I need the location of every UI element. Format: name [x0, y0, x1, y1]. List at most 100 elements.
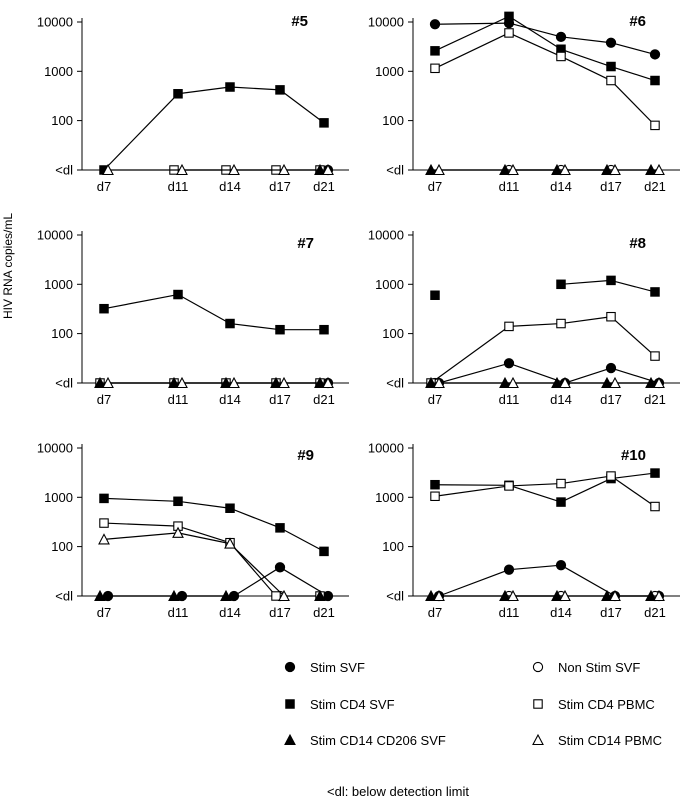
x-tick-label: d7 — [428, 392, 442, 407]
data-point — [176, 163, 188, 176]
x-tick-label: d17 — [269, 605, 291, 620]
y-tick-label: 100 — [382, 326, 404, 341]
series-line-segment — [610, 65, 656, 82]
data-point — [503, 358, 515, 369]
legend-label: Stim CD14 CD206 SVF — [310, 733, 446, 748]
data-point — [559, 163, 571, 176]
y-tick-label: 10000 — [368, 441, 404, 456]
series-line-segment — [434, 15, 510, 52]
data-point — [98, 533, 110, 545]
y-tick-label: <dl — [386, 163, 404, 178]
legend-label: Non Stim SVF — [558, 660, 640, 675]
series-line-segment — [103, 293, 179, 310]
x-tick-label: d17 — [600, 605, 622, 620]
x-tick-label: d7 — [97, 605, 111, 620]
series-line-segment — [564, 367, 612, 384]
series-line-segment — [430, 325, 510, 384]
panel-title: #7 — [297, 235, 314, 252]
panel-title: #5 — [291, 13, 308, 30]
legend-label: Stim CD4 SVF — [310, 697, 395, 712]
x-tick-label: d11 — [168, 605, 189, 620]
data-point — [559, 376, 571, 389]
legend-marker-triangle — [532, 733, 544, 746]
data-point — [430, 491, 440, 502]
data-point — [225, 503, 235, 513]
data-point — [650, 287, 660, 297]
data-point — [556, 279, 566, 290]
legend-item-stim-svf: Stim SVF — [284, 660, 365, 675]
data-point — [224, 537, 236, 549]
legend: Stim SVF Non Stim SVF Stim CD4 SVF Stim CD4… — [284, 660, 662, 748]
series-line-segment — [560, 316, 612, 325]
data-point — [606, 275, 616, 286]
data-point — [430, 290, 440, 300]
legend-marker-square — [285, 699, 295, 709]
data-point — [430, 479, 440, 490]
series-line-segment — [438, 362, 510, 384]
data-point — [99, 518, 109, 528]
y-tick-label: <dl — [55, 163, 73, 178]
series-line-segment — [610, 80, 656, 126]
series-line-segment — [177, 525, 231, 544]
series-line-segment — [438, 569, 510, 597]
panel-title: #8 — [629, 235, 646, 252]
series-line-segment — [560, 36, 612, 44]
y-tick-label: <dl — [386, 589, 404, 604]
series-line-segment — [508, 22, 562, 38]
y-tick-label: 100 — [382, 113, 404, 128]
data-point — [650, 75, 660, 86]
y-tick-label: 100 — [51, 113, 73, 128]
series-line-segment — [508, 484, 562, 503]
legend-item-stim-cd4-svf: Stim CD4 SVF — [285, 697, 395, 712]
series-line-segment — [610, 475, 656, 508]
data-point — [507, 589, 519, 602]
x-tick-label: d7 — [97, 179, 111, 194]
data-point — [274, 562, 286, 573]
y-tick-label: 1000 — [375, 277, 404, 292]
data-point — [275, 523, 285, 533]
data-point — [319, 324, 329, 335]
y-tick-label: 1000 — [44, 490, 73, 505]
x-tick-label: d7 — [97, 392, 111, 407]
chart-panel: 10000 1000 100 <dl d7 d11 d14 d17 d21 #5 — [37, 13, 349, 194]
y-tick-label: <dl — [55, 376, 73, 391]
y-tick-label: 1000 — [375, 64, 404, 79]
y-tick-label: 10000 — [37, 441, 73, 456]
legend-item-stim-cd14-cd206-svf: Stim CD14 CD206 SVF — [284, 733, 446, 748]
series-line-segment — [177, 294, 231, 325]
x-tick-label: d17 — [600, 179, 622, 194]
data-point — [225, 318, 235, 329]
data-point — [606, 311, 616, 322]
data-point — [102, 163, 114, 176]
legend-marker-circle — [532, 661, 544, 673]
data-point — [275, 324, 285, 335]
data-point — [322, 376, 334, 389]
legend-label: Stim SVF — [310, 660, 365, 675]
legend-marker-square — [533, 699, 543, 709]
data-point — [556, 478, 566, 489]
x-tick-label: d14 — [550, 179, 572, 194]
x-tick-label: d14 — [219, 605, 241, 620]
y-tick-label: 1000 — [44, 277, 73, 292]
data-point — [425, 589, 437, 602]
series-line-segment — [610, 279, 656, 293]
data-point — [606, 61, 616, 72]
data-point — [173, 289, 183, 300]
x-tick-label: d17 — [269, 392, 291, 407]
data-point — [228, 590, 240, 602]
data-point — [99, 303, 109, 314]
data-point — [319, 118, 329, 128]
series-line-segment — [434, 32, 510, 69]
chart-panel: 10000 1000 100 <dl d7 d11 d14 d17 d21 #7 — [37, 228, 349, 407]
x-tick-label: d14 — [550, 605, 572, 620]
x-tick-label: d11 — [499, 605, 520, 620]
x-tick-label: d14 — [550, 392, 572, 407]
legend-marker-circle — [284, 661, 296, 673]
x-tick-label: d17 — [269, 179, 291, 194]
data-point — [278, 376, 290, 389]
data-point — [605, 362, 617, 374]
x-tick-label: d14 — [219, 392, 241, 407]
series-line-segment — [560, 48, 612, 68]
series-line-segment — [560, 55, 612, 82]
